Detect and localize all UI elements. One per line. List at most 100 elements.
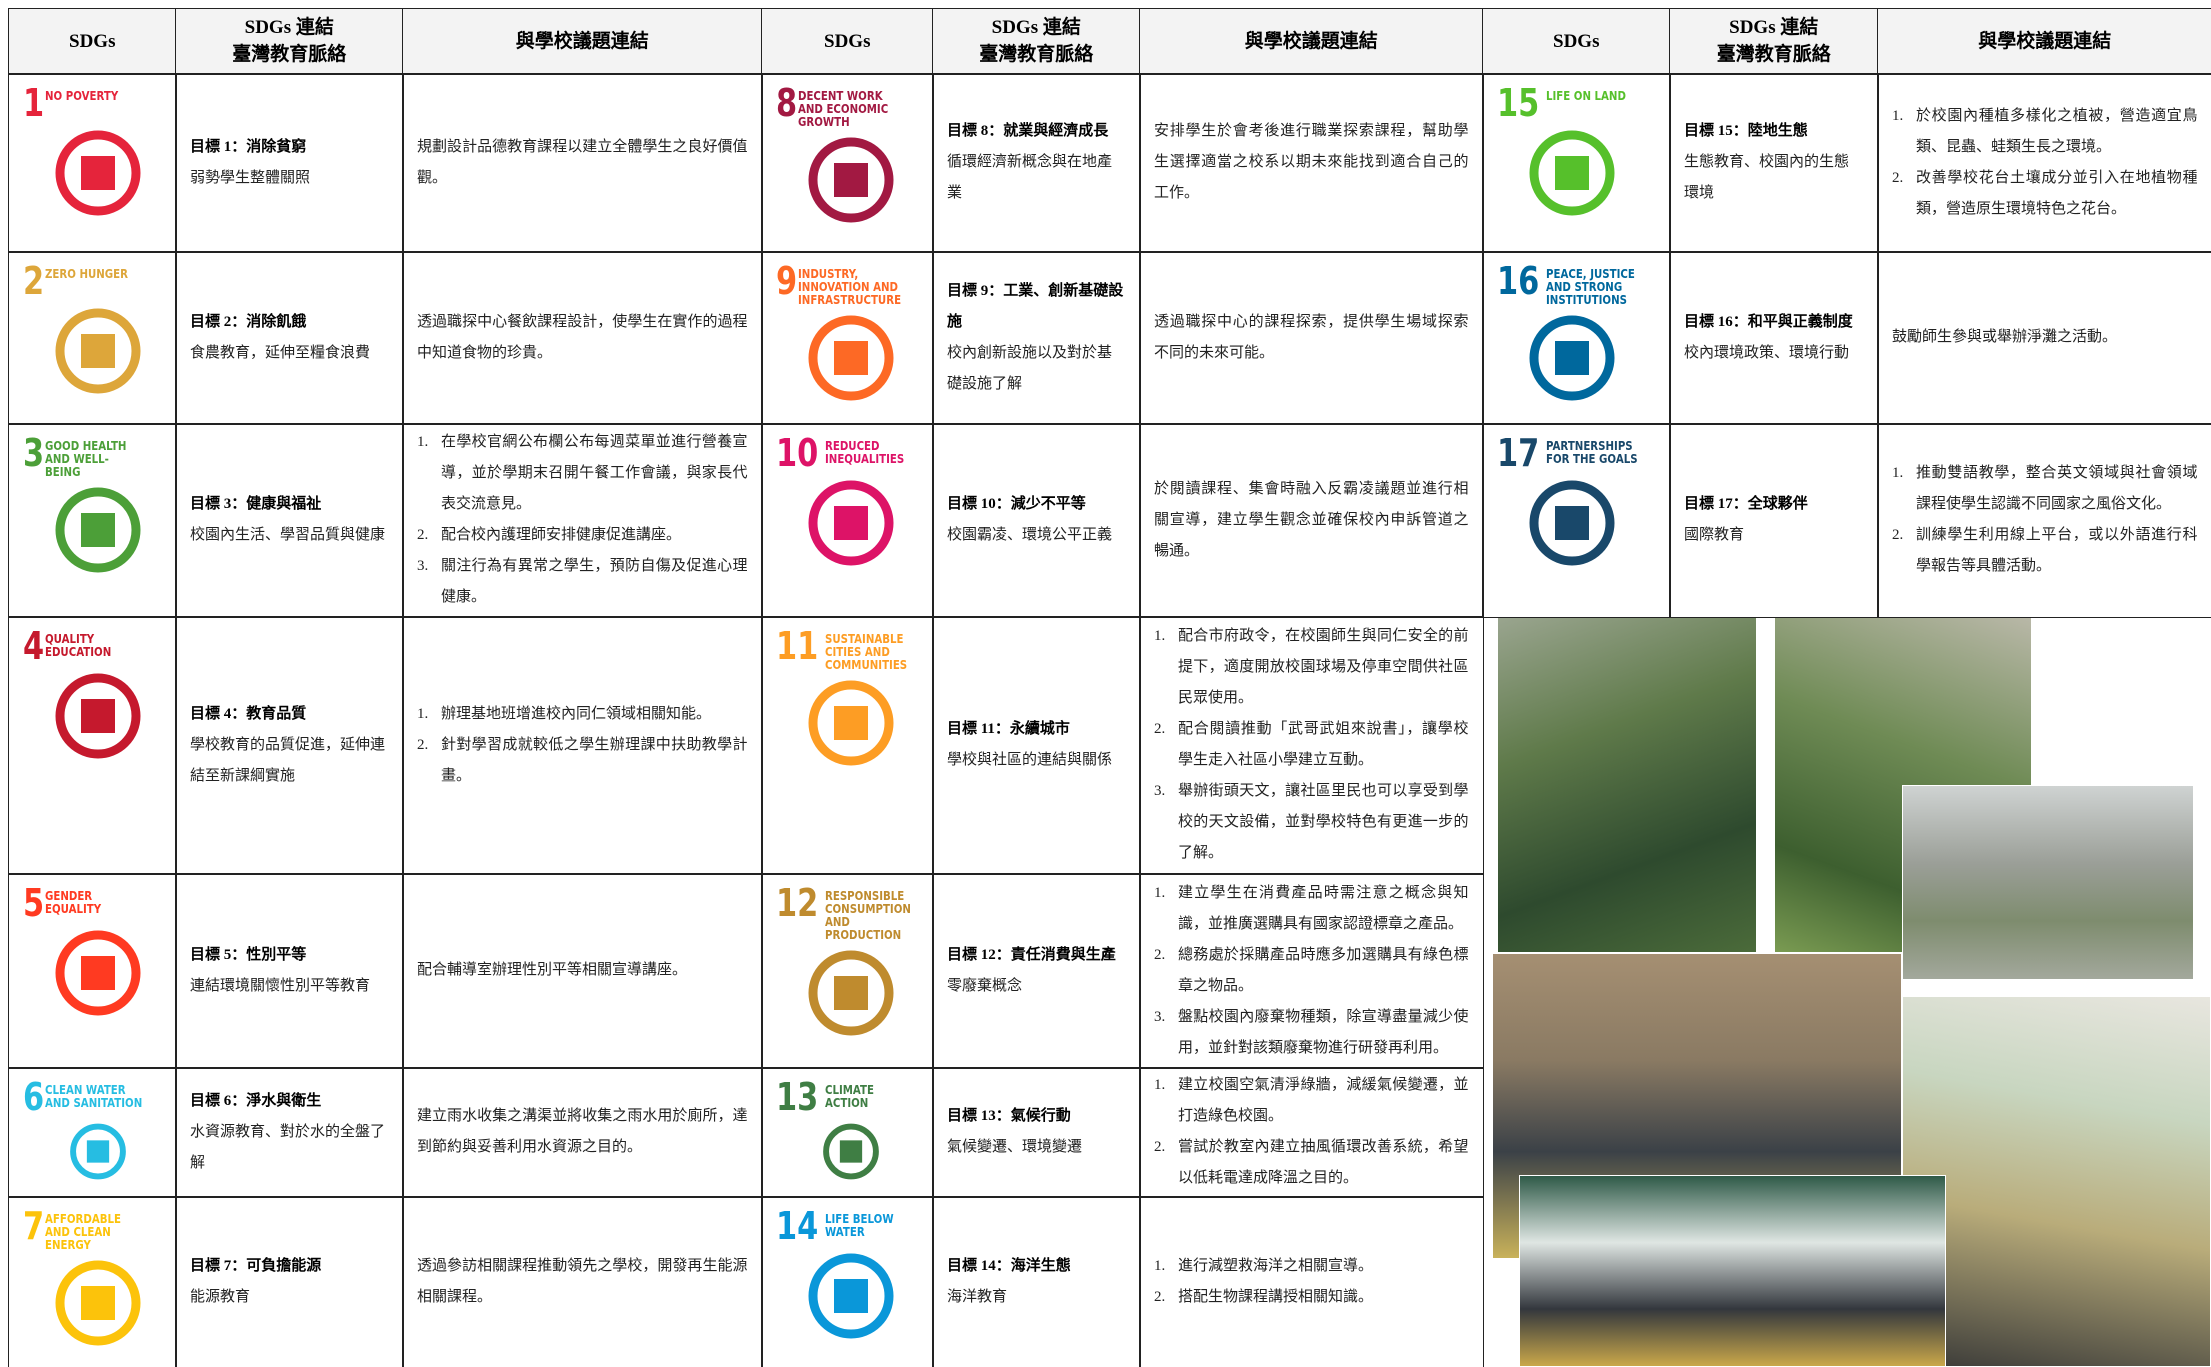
item-text: 配合閱讀推動「武哥武姐來說書」，讓學校學生走入社區小學建立互動。 [1178, 721, 1469, 769]
goal-label: DECENT WORK AND ECONOMIC GROWTH [798, 89, 889, 129]
icon-head: 6 CLEAN WATER AND SANITATION [23, 1078, 162, 1116]
item-marker: 1. [1154, 1258, 1166, 1275]
goal-context: 國際教育 [1684, 527, 1745, 544]
issue-item: 2. 配合閱讀推動「武哥武姐來說書」，讓學校學生走入社區小學建立互動。 [1154, 714, 1469, 776]
item-marker: 1. [417, 705, 429, 722]
target-cell: 目標 8：就業與經濟成長循環經濟新概念與在地產業 [932, 73, 1141, 253]
issues-cell: 安排學生於會考後進行職業探索課程，幫助學生選擇適當之校系以期未來能找到適合自己的… [1139, 73, 1484, 253]
item-text: 於校園內種植多樣化之植被，營造適宜鳥類、昆蟲、蛙類生長之環境。 [1916, 107, 2198, 155]
goal-context: 校內環境政策、環境行動 [1684, 344, 1850, 361]
icon-head: 9 INDUSTRY, INNOVATION AND INFRASTRUCTURE [776, 262, 919, 307]
header-cell: SDGs 連結 臺灣教育脈絡 [175, 8, 404, 75]
icon-glyph [808, 1253, 894, 1339]
goal-label: CLIMATE ACTION [824, 1083, 874, 1110]
icon-head: 12 RESPONSIBLE CONSUMPTION AND PRODUCTION [776, 884, 919, 942]
icon-head: 17 PARTNERSHIPS FOR THE GOALS [1497, 434, 1656, 472]
sdg-icon: 17 PARTNERSHIPS FOR THE GOALS [1482, 423, 1671, 618]
goal-label: GOOD HEALTH AND WELL-BEING [45, 439, 127, 479]
goal-context: 零廢棄概念 [947, 977, 1023, 994]
goal-target: 目標 13：氣候行動 [947, 1108, 1071, 1125]
item-marker: 2. [417, 736, 429, 753]
icon-head: 3 GOOD HEALTH AND WELL-BEING [23, 434, 162, 479]
icon-glyph [1529, 130, 1615, 216]
header-line: SDGs 連結 [244, 17, 334, 39]
goal-target: 目標 10：減少不平等 [947, 496, 1086, 513]
sdg-icon: 14 LIFE BELOW WATER [761, 1196, 934, 1367]
sdg-icon: 4 QUALITY EDUCATION [8, 616, 177, 875]
issue-item: 2. 訓練學生利用線上平台，或以外語進行科學報告等具體活動。 [1892, 520, 2198, 582]
goal-number: 3 [23, 431, 45, 475]
header-cell: SDGs [1482, 8, 1671, 75]
item-text: 進行減塑救海洋之相關宣導。 [1178, 1258, 1374, 1275]
goal-number: 11 [776, 624, 819, 668]
item-text: 盤點校園內廢棄物種類，除宣導盡量減少使用，並針對該類廢棄物進行研發再利用。 [1178, 1008, 1469, 1056]
goal-label: PARTNERSHIPS FOR THE GOALS [1545, 439, 1638, 466]
goal-number: 14 [776, 1204, 819, 1248]
issue-item: 1. 建立校園空氣清淨綠牆，減緩氣候變遷，並打造綠色校園。 [1154, 1070, 1469, 1132]
item-marker: 1. [1154, 884, 1166, 901]
goal-context: 循環經濟新概念與在地產業 [947, 154, 1113, 202]
target-cell: 目標 6：淨水與衛生 水資源教育、對於水的全盤了解 [175, 1067, 404, 1198]
sdg-icon: 12 RESPONSIBLE CONSUMPTION AND PRODUCTION [761, 873, 934, 1069]
goal-label: INDUSTRY, INNOVATION AND INFRASTRUCTURE [798, 267, 902, 307]
photo [1497, 616, 1757, 953]
icon-glyph [55, 487, 141, 573]
goal-number: 17 [1497, 431, 1540, 475]
issue-item: 3. 盤點校園內廢棄物種類，除宣導盡量減少使用，並針對該類廢棄物進行研發再利用。 [1154, 1002, 1469, 1064]
header-line: 臺灣教育脈絡 [232, 44, 347, 66]
issue-text: 透過參訪相關課程推動領先之學校，開發再生能源相關課程。 [417, 1258, 748, 1306]
item-text: 配合校內護理師安排健康促進講座。 [441, 527, 682, 544]
goal-context: 連結環境關懷性別平等教育 [190, 977, 371, 994]
target-cell: 目標 3：健康與福祉校園內生活、學習品質與健康 [175, 423, 404, 618]
issues-cell: 1. 在學校官網公布欄公布每週菜單並進行營養宣導，並於學期末召開午餐工作會議，與家… [402, 423, 763, 618]
sdg-icon: 1 NO POVERTY [8, 73, 177, 253]
sdg-icon: 2 ZERO HUNGER [8, 251, 177, 425]
icon-glyph [55, 930, 141, 1016]
goal-target: 目標 12：責任消費與生產 [947, 946, 1116, 963]
goal-target: 目標 3：健康與福祉 [190, 496, 322, 513]
icon-glyph [808, 137, 894, 223]
issues-cell: 於閱讀課程、集會時融入反霸凌議題並進行相關宣導，建立學生觀念並確保校內申訴管道之… [1139, 423, 1484, 618]
item-marker: 1. [1154, 1077, 1166, 1094]
icon-head: 16 PEACE, JUSTICE AND STRONG INSTITUTIONS [1497, 262, 1656, 307]
goal-context: 學校教育的品質促進，延伸連結至新課綱實施 [190, 736, 386, 784]
sdg-icon: 5 GENDER EQUALITY [8, 873, 177, 1069]
icon-glyph [55, 673, 141, 759]
goal-target: 目標 8：就業與經濟成長 [947, 123, 1109, 140]
goal-target: 目標 17：全球夥伴 [1684, 496, 1808, 513]
issue-item: 1. 在學校官網公布欄公布每週菜單並進行營養宣導，並於學期末召開午餐工作會議，與家… [417, 427, 748, 520]
sdg-icon: 8 DECENT WORK AND ECONOMIC GROWTH [761, 73, 934, 253]
icon-glyph [1529, 480, 1615, 566]
issue-item: 1. 配合市府政令，在校園師生與同仁安全的前提下，適度開放校園球場及停車空間供社區… [1154, 621, 1469, 714]
issue-text: 透過職探中心的課程探索，提供學生場域探索不同的未來可能。 [1154, 313, 1469, 361]
goal-label: LIFE BELOW WATER [824, 1212, 894, 1239]
goal-target: 目標 5：性別平等 [190, 946, 307, 963]
target-cell: 目標 1：消除貧窮 弱勢學生整體關照 [175, 73, 404, 253]
goal-context: 弱勢學生整體關照 [190, 169, 311, 186]
goal-context: 能源教育 [190, 1289, 251, 1306]
item-text: 針對學習成就較低之學生辦理課中扶助教學計畫。 [441, 736, 748, 784]
goal-number: 13 [776, 1075, 819, 1119]
issues-cell: 1. 推動雙語教學，整合英文領域與社會領域課程使學生認識不同國家之風俗文化。 2. 訓… [1877, 423, 2211, 618]
header-cell: 與學校議題連結 [1877, 8, 2211, 75]
issues-cell: 1. 建立學生在消費產品時需注意之概念與知識，並推廣選購具有國家認證標章之產品。 2… [1139, 873, 1484, 1069]
goal-number: 12 [776, 881, 819, 925]
issues-cell: 1. 於校園內種植多樣化之植被，營造適宜鳥類、昆蟲、蛙類生長之環境。 2. 改善學校花… [1877, 73, 2211, 253]
goal-context: 校園內生活、學習品質與健康 [190, 527, 386, 544]
goal-label: RESPONSIBLE CONSUMPTION AND PRODUCTION [824, 889, 911, 942]
item-marker: 1. [1154, 628, 1166, 645]
goal-context: 校內創新設施以及對於基礎設施了解 [947, 344, 1113, 392]
issues-cell: 透過職探中心餐飲課程設計，使學生在實作的過程中知道食物的珍貴。 [402, 251, 763, 425]
icon-glyph [808, 680, 894, 766]
target-cell: 目標 4：教育品質 學校教育的品質促進，延伸連結至新課綱實施 [175, 616, 404, 875]
goal-number: 6 [23, 1075, 45, 1119]
issues-cell: 1. 辦理基地班增進校內同仁領域相關知能。 2. 針對學習成就較低之學生辦理課中扶助教… [402, 616, 763, 875]
goal-context: 食農教育，延伸至糧食浪費 [190, 344, 371, 361]
goal-target: 目標 6：淨水與衛生 [190, 1092, 322, 1109]
header-cell: SDGs [8, 8, 177, 75]
icon-head: 4 QUALITY EDUCATION [23, 627, 162, 665]
icon-glyph [55, 1260, 141, 1346]
icon-head: 1 NO POVERTY [23, 84, 162, 122]
header-cell: SDGs [761, 8, 934, 75]
